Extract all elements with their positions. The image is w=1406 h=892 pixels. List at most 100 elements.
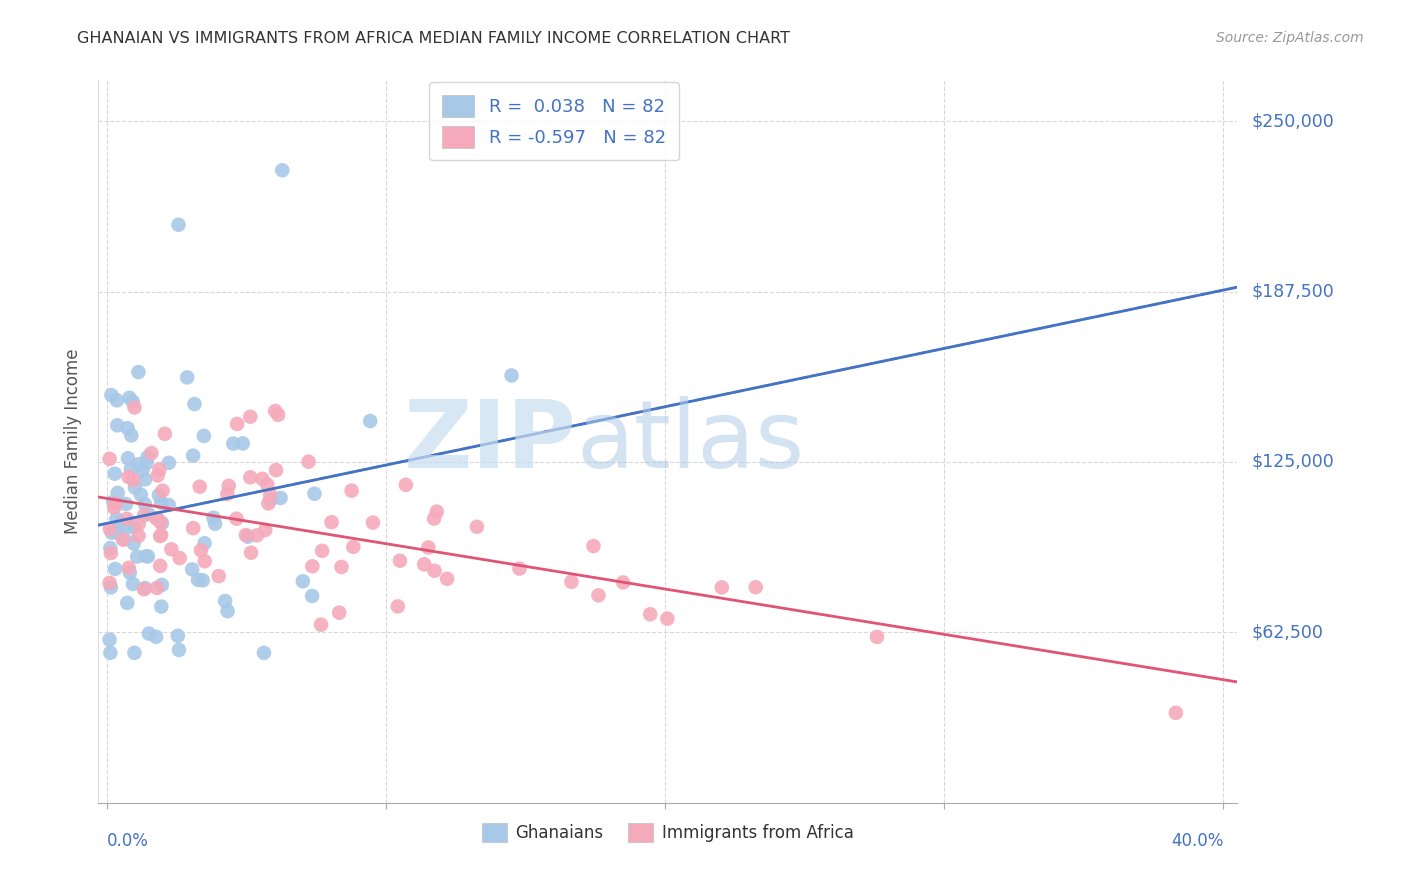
Point xyxy=(153,426,176,441)
Point xyxy=(423,511,446,525)
Point xyxy=(257,496,280,510)
Point xyxy=(98,632,121,647)
Point xyxy=(588,588,610,602)
Point xyxy=(118,566,141,580)
Point xyxy=(146,468,169,483)
Point xyxy=(202,510,225,524)
Point xyxy=(259,488,281,502)
Point xyxy=(291,574,314,589)
Point xyxy=(118,391,141,405)
Point xyxy=(146,581,169,595)
Point xyxy=(101,495,124,509)
Point xyxy=(225,512,247,526)
Point xyxy=(150,599,173,614)
Point xyxy=(866,630,889,644)
Point xyxy=(135,549,157,564)
Point xyxy=(167,218,190,232)
Point xyxy=(128,458,150,472)
Point xyxy=(176,370,198,384)
Point xyxy=(127,549,149,564)
Point xyxy=(744,580,766,594)
Point xyxy=(387,599,409,614)
Text: 0.0%: 0.0% xyxy=(107,831,149,850)
Point xyxy=(118,561,141,575)
Point xyxy=(98,451,121,466)
Point xyxy=(138,626,160,640)
Point xyxy=(150,528,173,542)
Point xyxy=(157,498,180,512)
Point xyxy=(418,541,440,555)
Point xyxy=(98,541,121,556)
Point xyxy=(128,529,150,543)
Point xyxy=(501,368,523,383)
Point xyxy=(311,544,333,558)
Point xyxy=(150,516,173,530)
Point xyxy=(149,558,172,573)
Point xyxy=(124,646,146,660)
Point xyxy=(132,582,155,597)
Point xyxy=(359,414,381,428)
Point xyxy=(98,522,121,536)
Point xyxy=(100,525,122,540)
Point xyxy=(426,505,449,519)
Point xyxy=(254,523,277,537)
Point xyxy=(194,554,217,568)
Point xyxy=(181,562,204,576)
Point xyxy=(181,449,204,463)
Point xyxy=(187,573,209,587)
Point xyxy=(135,456,157,470)
Point xyxy=(122,577,145,591)
Point xyxy=(122,473,145,487)
Point xyxy=(190,543,212,558)
Point xyxy=(657,612,679,626)
Point xyxy=(436,572,458,586)
Point xyxy=(1164,706,1187,720)
Point xyxy=(328,606,350,620)
Point xyxy=(121,394,143,409)
Point xyxy=(129,488,152,502)
Point xyxy=(239,470,262,484)
Point xyxy=(167,643,190,657)
Point xyxy=(157,456,180,470)
Point xyxy=(301,559,323,574)
Point xyxy=(149,516,172,530)
Point xyxy=(194,536,217,550)
Point xyxy=(152,483,174,498)
Text: $187,500: $187,500 xyxy=(1251,283,1334,301)
Point xyxy=(361,516,384,530)
Point xyxy=(222,436,245,450)
Point xyxy=(100,580,122,594)
Point xyxy=(131,463,153,477)
Point xyxy=(124,401,146,415)
Text: ZIP: ZIP xyxy=(404,395,576,488)
Point xyxy=(181,521,204,535)
Text: $250,000: $250,000 xyxy=(1251,112,1334,130)
Point xyxy=(188,480,211,494)
Point xyxy=(134,497,156,511)
Point xyxy=(120,462,142,476)
Point xyxy=(304,487,326,501)
Point xyxy=(146,511,169,525)
Point xyxy=(104,497,127,511)
Point xyxy=(413,558,436,572)
Point xyxy=(217,487,239,501)
Point xyxy=(166,629,188,643)
Point xyxy=(217,604,239,618)
Point xyxy=(267,408,290,422)
Point xyxy=(148,488,170,502)
Point xyxy=(342,540,364,554)
Point xyxy=(136,549,159,564)
Text: Source: ZipAtlas.com: Source: ZipAtlas.com xyxy=(1216,31,1364,45)
Point xyxy=(204,516,226,531)
Point xyxy=(301,589,323,603)
Text: GHANAIAN VS IMMIGRANTS FROM AFRICA MEDIAN FAMILY INCOME CORRELATION CHART: GHANAIAN VS IMMIGRANTS FROM AFRICA MEDIA… xyxy=(77,31,790,46)
Point xyxy=(246,528,269,542)
Point xyxy=(508,561,530,575)
Point xyxy=(148,462,170,476)
Point xyxy=(560,574,582,589)
Point xyxy=(112,532,135,546)
Point xyxy=(270,491,292,505)
Point xyxy=(395,478,418,492)
Point xyxy=(423,564,446,578)
Point xyxy=(612,575,634,590)
